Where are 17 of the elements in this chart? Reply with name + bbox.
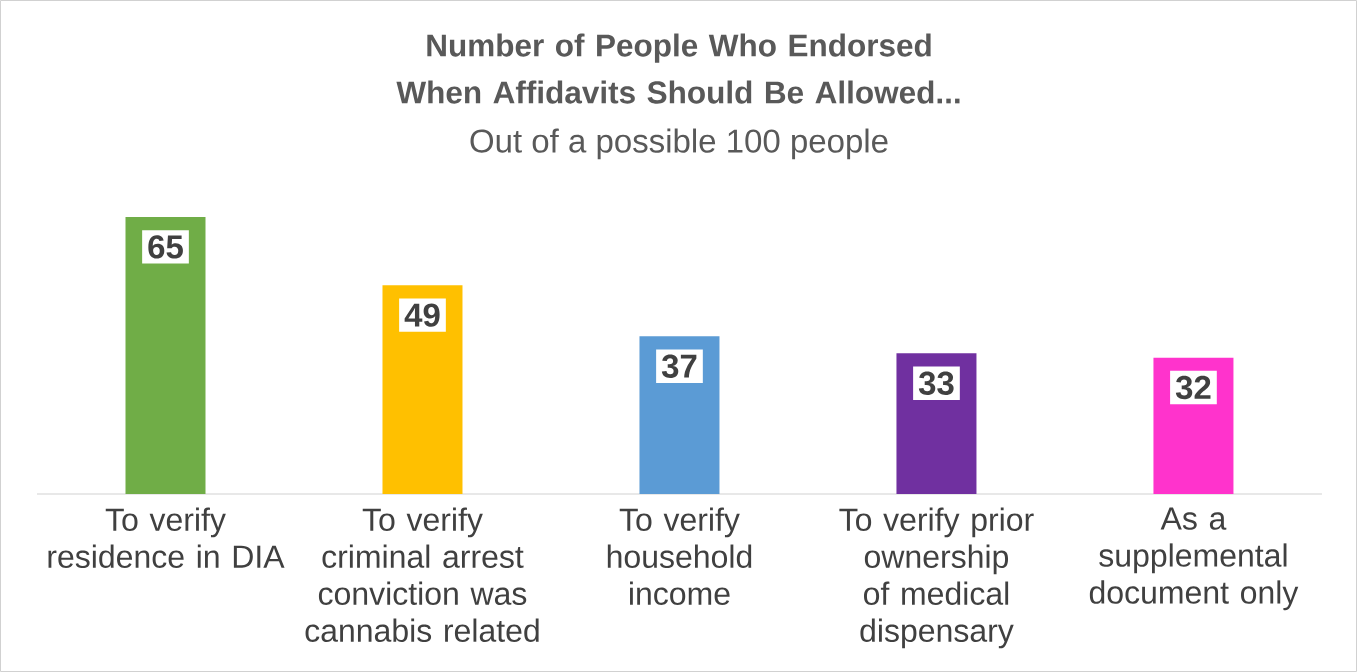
data-label: 32 <box>1175 375 1211 400</box>
data-label: 33 <box>918 371 954 395</box>
bar <box>896 353 977 494</box>
bar <box>639 336 720 494</box>
x-tick-label: To verify criminal arrest conviction was cannabis related <box>305 507 539 643</box>
x-tick-label: To verify prior ownership of medical dispensary <box>839 507 1034 649</box>
data-label: 37 <box>661 354 697 378</box>
bar <box>1153 357 1234 494</box>
bar <box>125 217 206 494</box>
chart-title: Number of People Who Endorsed When Affidavits Should Be Allowed... <box>396 33 960 104</box>
data-label: 65 <box>148 235 183 259</box>
x-tick-label: To verify household income <box>607 507 752 606</box>
data-label: 49 <box>404 303 440 327</box>
chart-subtitle: Out of a possible 100 people <box>470 128 888 160</box>
bar <box>382 285 463 494</box>
x-tick-label: As a supplemental document only <box>1089 507 1299 611</box>
x-tick-label: To verify residence in DIA <box>48 507 285 569</box>
